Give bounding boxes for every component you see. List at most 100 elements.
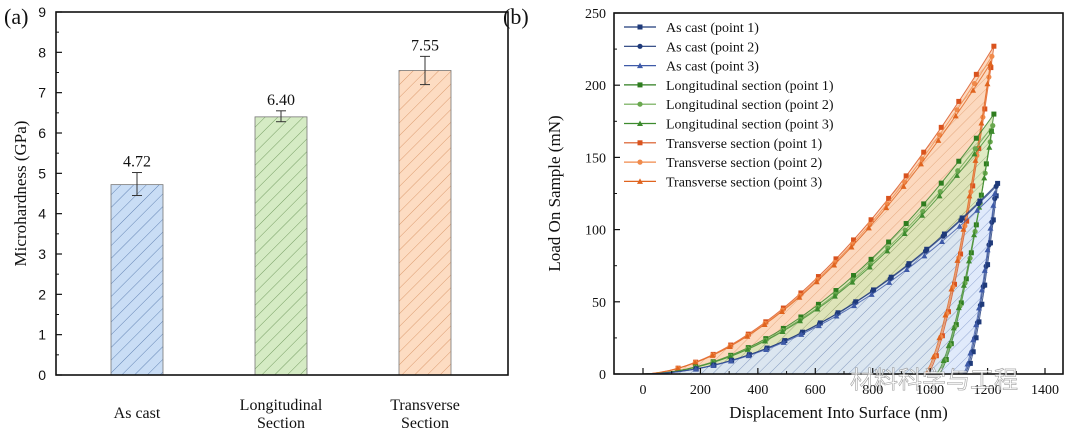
marker-square xyxy=(815,301,821,307)
marker-square xyxy=(815,274,821,280)
marker-square xyxy=(886,239,892,245)
legend-label: Longitudinal section (point 2) xyxy=(666,98,834,113)
marker-square xyxy=(995,180,1001,186)
marker-triangle xyxy=(978,286,985,293)
bar-transverse-section xyxy=(398,70,452,376)
marker-triangle xyxy=(988,128,995,134)
y-tick-label: 50 xyxy=(592,296,606,311)
legend-label: Transverse section (point 3) xyxy=(666,175,823,190)
marker-triangle xyxy=(942,311,949,318)
x-tick-label: 600 xyxy=(805,383,826,398)
marker-triangle xyxy=(886,279,893,285)
marker-triangle xyxy=(950,324,957,331)
marker-triangle xyxy=(917,160,924,167)
marker-triangle xyxy=(970,336,977,343)
marker-square xyxy=(964,218,970,224)
marker-triangle xyxy=(848,244,855,250)
marker-triangle xyxy=(831,293,838,299)
marker-circle xyxy=(989,53,995,59)
marker-triangle xyxy=(930,353,937,360)
x-tick-label: 0 xyxy=(640,383,647,398)
marker-circle xyxy=(990,123,996,129)
marker-square xyxy=(851,237,857,243)
marker-triangle xyxy=(938,238,945,244)
y-tick-label: 3 xyxy=(38,246,46,262)
marker-triangle xyxy=(815,322,822,329)
x-tick-label: 800 xyxy=(862,383,883,398)
marker-triangle xyxy=(849,279,856,285)
marker-square xyxy=(982,106,988,112)
value-label: 4.72 xyxy=(123,154,151,171)
x-tick-label: 200 xyxy=(690,383,711,398)
marker-triangle xyxy=(637,120,643,126)
category-label: Transverse xyxy=(390,397,460,414)
marker-triangle xyxy=(674,365,681,371)
y-tick-label: 9 xyxy=(38,4,46,20)
marker-triangle xyxy=(709,352,716,358)
marker-circle xyxy=(992,195,998,202)
category-label: As cast xyxy=(114,405,161,422)
marker-triangle xyxy=(987,225,994,231)
marker-triangle xyxy=(796,294,803,300)
y-tick-label: 2 xyxy=(38,286,46,302)
marker-triangle xyxy=(763,346,770,352)
marker-triangle xyxy=(833,313,840,319)
marker-square xyxy=(956,98,962,104)
marker-triangle xyxy=(986,144,993,150)
marker-circle xyxy=(954,107,960,113)
y-tick-label: 5 xyxy=(38,165,46,181)
y-tick-label: 0 xyxy=(38,367,46,383)
marker-square xyxy=(637,82,643,88)
value-label: 7.55 xyxy=(411,37,439,54)
x-tick-label: 1400 xyxy=(1031,383,1059,398)
hysteresis-area xyxy=(643,183,998,374)
x-tick-label: 400 xyxy=(747,383,768,398)
marker-square xyxy=(868,256,874,262)
marker-circle xyxy=(993,183,999,189)
marker-triangle xyxy=(960,282,967,288)
y-axis-label: Load On Sample (mN) xyxy=(545,115,564,271)
marker-circle xyxy=(972,146,978,152)
marker-triangle xyxy=(975,304,982,311)
marker-square xyxy=(798,290,804,296)
marker-triangle xyxy=(956,223,963,229)
marker-circle xyxy=(922,248,929,254)
marker-triangle xyxy=(981,267,988,273)
marker-triangle xyxy=(851,302,858,309)
marker-triangle xyxy=(710,362,717,369)
marker-triangle xyxy=(884,247,891,254)
marker-triangle xyxy=(952,112,959,119)
y-tick-label: 200 xyxy=(585,79,606,94)
marker-square xyxy=(851,273,857,279)
marker-circle xyxy=(958,217,964,223)
marker-square xyxy=(956,158,962,164)
marker-triangle xyxy=(726,343,733,350)
bar-longitudinal-section xyxy=(254,116,308,376)
marker-triangle xyxy=(780,339,787,345)
category-label: Longitudinal xyxy=(240,397,323,414)
marker-triangle xyxy=(965,257,972,264)
series-line xyxy=(642,45,995,375)
marker-triangle xyxy=(919,212,926,218)
watermark-text: 材料科学与工程 xyxy=(850,367,1018,394)
marker-square xyxy=(938,124,944,130)
marker-circle xyxy=(637,43,643,49)
marker-triangle xyxy=(692,359,699,366)
panel-label: (b) xyxy=(503,4,529,29)
marker-square xyxy=(990,217,996,223)
y-tick-label: 250 xyxy=(585,7,606,22)
series-transverse-section-point-3 xyxy=(642,60,994,375)
bar-as-cast xyxy=(110,184,164,376)
legend-label: Transverse section (point 1) xyxy=(666,137,823,152)
marker-triangle xyxy=(971,150,978,157)
marker-triangle xyxy=(900,183,907,189)
marker-square xyxy=(988,65,994,71)
marker-triangle xyxy=(903,266,910,273)
marker-square xyxy=(991,43,997,49)
marker-triangle xyxy=(744,333,751,339)
marker-square xyxy=(886,195,892,201)
series-as-cast-point-3 xyxy=(642,190,998,375)
legend-label: Longitudinal section (point 1) xyxy=(666,79,834,94)
marker-triangle xyxy=(935,137,942,143)
